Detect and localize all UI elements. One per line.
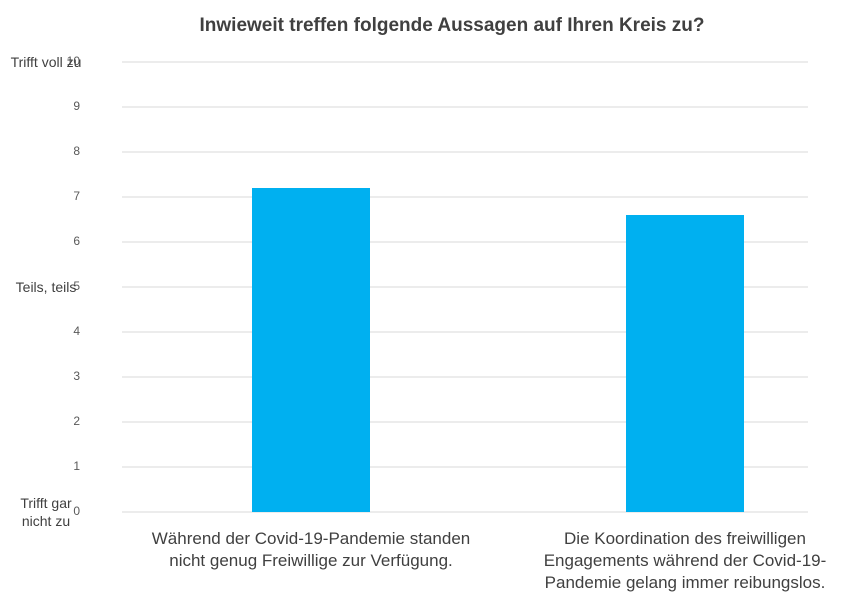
bar — [626, 215, 744, 512]
y-tick-label: 8 — [73, 144, 80, 158]
y-tick-label: 2 — [73, 414, 80, 428]
y-annotation: Trifft gar nicht zu — [20, 495, 72, 529]
y-tick-label: 5 — [73, 279, 80, 293]
x-tick-label: Die Koordination des freiwilligen Engage… — [543, 529, 827, 592]
chart-title: Inwieweit treffen folgende Aussagen auf … — [200, 15, 705, 36]
y-tick-label: 4 — [73, 324, 80, 338]
bar — [252, 188, 370, 512]
x-tick-label: Während der Covid-19-Pandemie standen ni… — [151, 529, 471, 570]
y-annotation: Trifft voll zu — [10, 54, 82, 70]
y-tick-label: 1 — [73, 459, 80, 473]
y-tick-label: 0 — [73, 504, 80, 518]
y-tick-label: 3 — [73, 369, 80, 383]
y-tick-label: 7 — [73, 189, 80, 203]
y-tick-label: 9 — [73, 99, 80, 113]
y-tick-label: 10 — [67, 54, 81, 68]
y-tick-label: 6 — [73, 234, 80, 248]
y-annotation: Teils, teils — [15, 279, 77, 295]
